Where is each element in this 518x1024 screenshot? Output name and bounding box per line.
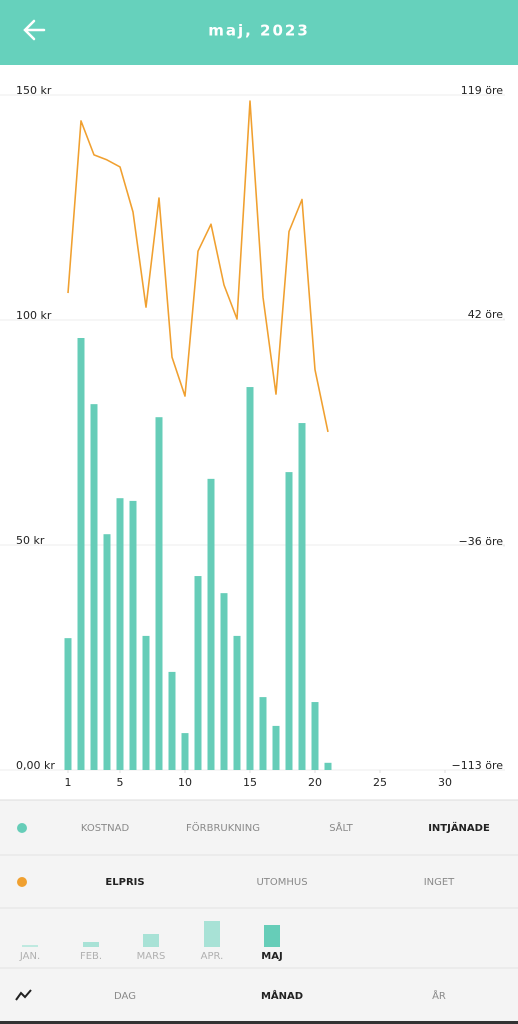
bar xyxy=(64,638,72,770)
x-tick-label: 15 xyxy=(243,776,257,789)
month-icon xyxy=(143,934,159,947)
y2-tick-label: 119 öre xyxy=(461,84,504,97)
option[interactable]: JAN. xyxy=(19,951,40,962)
option[interactable]: DAG xyxy=(114,991,136,1002)
bar xyxy=(324,762,332,770)
control-panel xyxy=(0,800,518,1024)
y2-tick-label: 42 öre xyxy=(468,308,504,321)
header-title: maj, 2023 xyxy=(208,22,310,40)
bottom-edge xyxy=(0,1021,518,1024)
legend-dot xyxy=(17,823,27,833)
bar xyxy=(116,498,124,770)
option[interactable]: APR. xyxy=(201,951,224,962)
option[interactable]: KOSTNAD xyxy=(81,823,130,834)
bar xyxy=(298,423,306,770)
option[interactable]: ELPRIS xyxy=(105,877,144,888)
bar xyxy=(246,387,254,770)
x-tick-label: 20 xyxy=(308,776,322,789)
option[interactable]: INTJÄNADE xyxy=(428,820,490,834)
bar xyxy=(103,534,111,770)
y-tick-label: 100 kr xyxy=(16,309,52,322)
x-tick-label: 1 xyxy=(65,776,72,789)
option[interactable]: UTOMHUS xyxy=(256,877,307,888)
x-tick-label: 25 xyxy=(373,776,387,789)
bar xyxy=(194,576,202,770)
bar xyxy=(207,478,215,770)
option[interactable]: FEB. xyxy=(80,951,102,962)
x-tick-label: 5 xyxy=(117,776,124,789)
bar xyxy=(129,500,137,770)
price-line xyxy=(67,100,329,433)
bar xyxy=(90,404,98,770)
bar xyxy=(142,635,150,770)
bar xyxy=(155,417,163,770)
y-tick-label: 150 kr xyxy=(16,84,52,97)
month-icon xyxy=(204,921,220,947)
option[interactable]: MARS xyxy=(137,951,166,962)
bar xyxy=(272,725,280,770)
bar xyxy=(77,338,85,770)
month-icon xyxy=(83,942,99,947)
option[interactable]: SÅLT xyxy=(329,821,353,834)
chart-type-icon[interactable] xyxy=(15,989,32,1001)
option[interactable]: ÅR xyxy=(432,989,446,1002)
y2-tick-label: −36 öre xyxy=(459,535,504,548)
bar xyxy=(168,671,176,770)
month-icon xyxy=(264,925,280,947)
option[interactable]: INGET xyxy=(424,877,455,888)
y-tick-label: 0,00 kr xyxy=(16,759,55,772)
option[interactable]: MAJ xyxy=(261,951,282,962)
legend-dot xyxy=(17,877,27,887)
x-tick-label: 10 xyxy=(178,776,192,789)
month-icon xyxy=(22,945,38,947)
y-tick-label: 50 kr xyxy=(16,534,45,547)
bar xyxy=(233,635,241,770)
bar xyxy=(311,702,319,770)
bar xyxy=(285,472,293,770)
x-tick-label: 30 xyxy=(438,776,452,789)
option[interactable]: MÅNAD xyxy=(261,989,303,1002)
y2-tick-label: −113 öre xyxy=(452,759,504,772)
back-button[interactable] xyxy=(23,19,46,41)
bar xyxy=(259,697,267,770)
option[interactable]: FÖRBRUKNING xyxy=(186,821,260,834)
bar xyxy=(220,593,228,770)
bar xyxy=(181,733,189,770)
header-bar xyxy=(0,0,518,65)
